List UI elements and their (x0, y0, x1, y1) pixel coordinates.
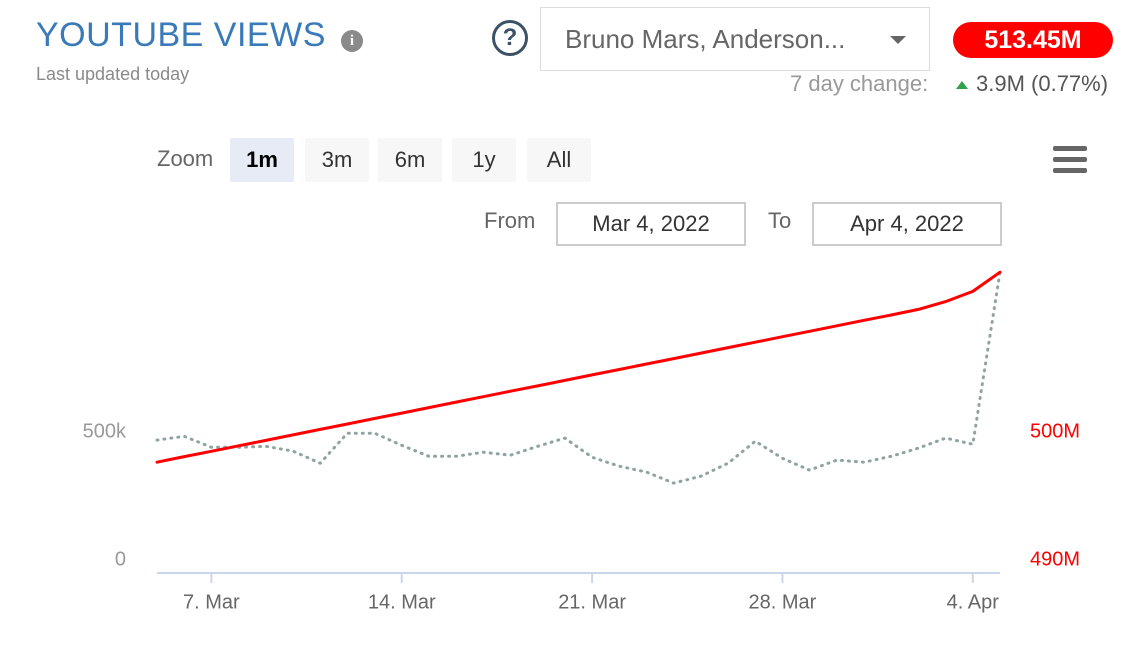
info-icon[interactable]: i (341, 30, 363, 52)
x-tick-label: 4. Apr (947, 591, 1000, 613)
widget-title: YOUTUBE VIEWS (36, 16, 326, 54)
zoom-button[interactable]: 3m (305, 138, 369, 182)
zoom-button[interactable]: 1m (230, 138, 294, 182)
zoom-button[interactable]: 1y (452, 138, 516, 182)
to-label: To (768, 208, 792, 233)
series-line (155, 270, 1002, 464)
y-tick-label: 500k (83, 420, 127, 442)
last-updated: Last updated today (36, 64, 190, 84)
x-tick-label: 21. Mar (558, 591, 626, 613)
from-date[interactable]: Mar 4, 2022 (556, 202, 746, 246)
y2-tick-label: 490M (1030, 548, 1080, 570)
y2-tick-label: 500M (1030, 420, 1080, 442)
x-tick-label: 7. Mar (183, 591, 240, 613)
selector-text[interactable]: Bruno Mars, Anderson... (565, 24, 846, 54)
dropdown-caret[interactable] (890, 36, 906, 44)
change-label: 7 day change: (790, 71, 929, 96)
zoom-button[interactable]: 6m (378, 138, 442, 182)
chart-menu[interactable] (1053, 146, 1087, 176)
x-tick-label: 28. Mar (749, 591, 817, 613)
up-arrow (956, 81, 968, 89)
zoom-button[interactable]: All (527, 138, 591, 182)
from-label: From (484, 208, 536, 233)
x-tick-label: 14. Mar (368, 591, 436, 613)
zoom-label: Zoom (157, 146, 214, 171)
to-date[interactable]: Apr 4, 2022 (812, 202, 1002, 246)
help-icon[interactable]: ? (492, 20, 528, 56)
artist-selector[interactable] (540, 7, 930, 71)
y-tick-label: 0 (115, 548, 126, 570)
total-views-badge: 513.45M (953, 22, 1113, 58)
change-value: 3.9M (0.77%) (976, 71, 1109, 96)
